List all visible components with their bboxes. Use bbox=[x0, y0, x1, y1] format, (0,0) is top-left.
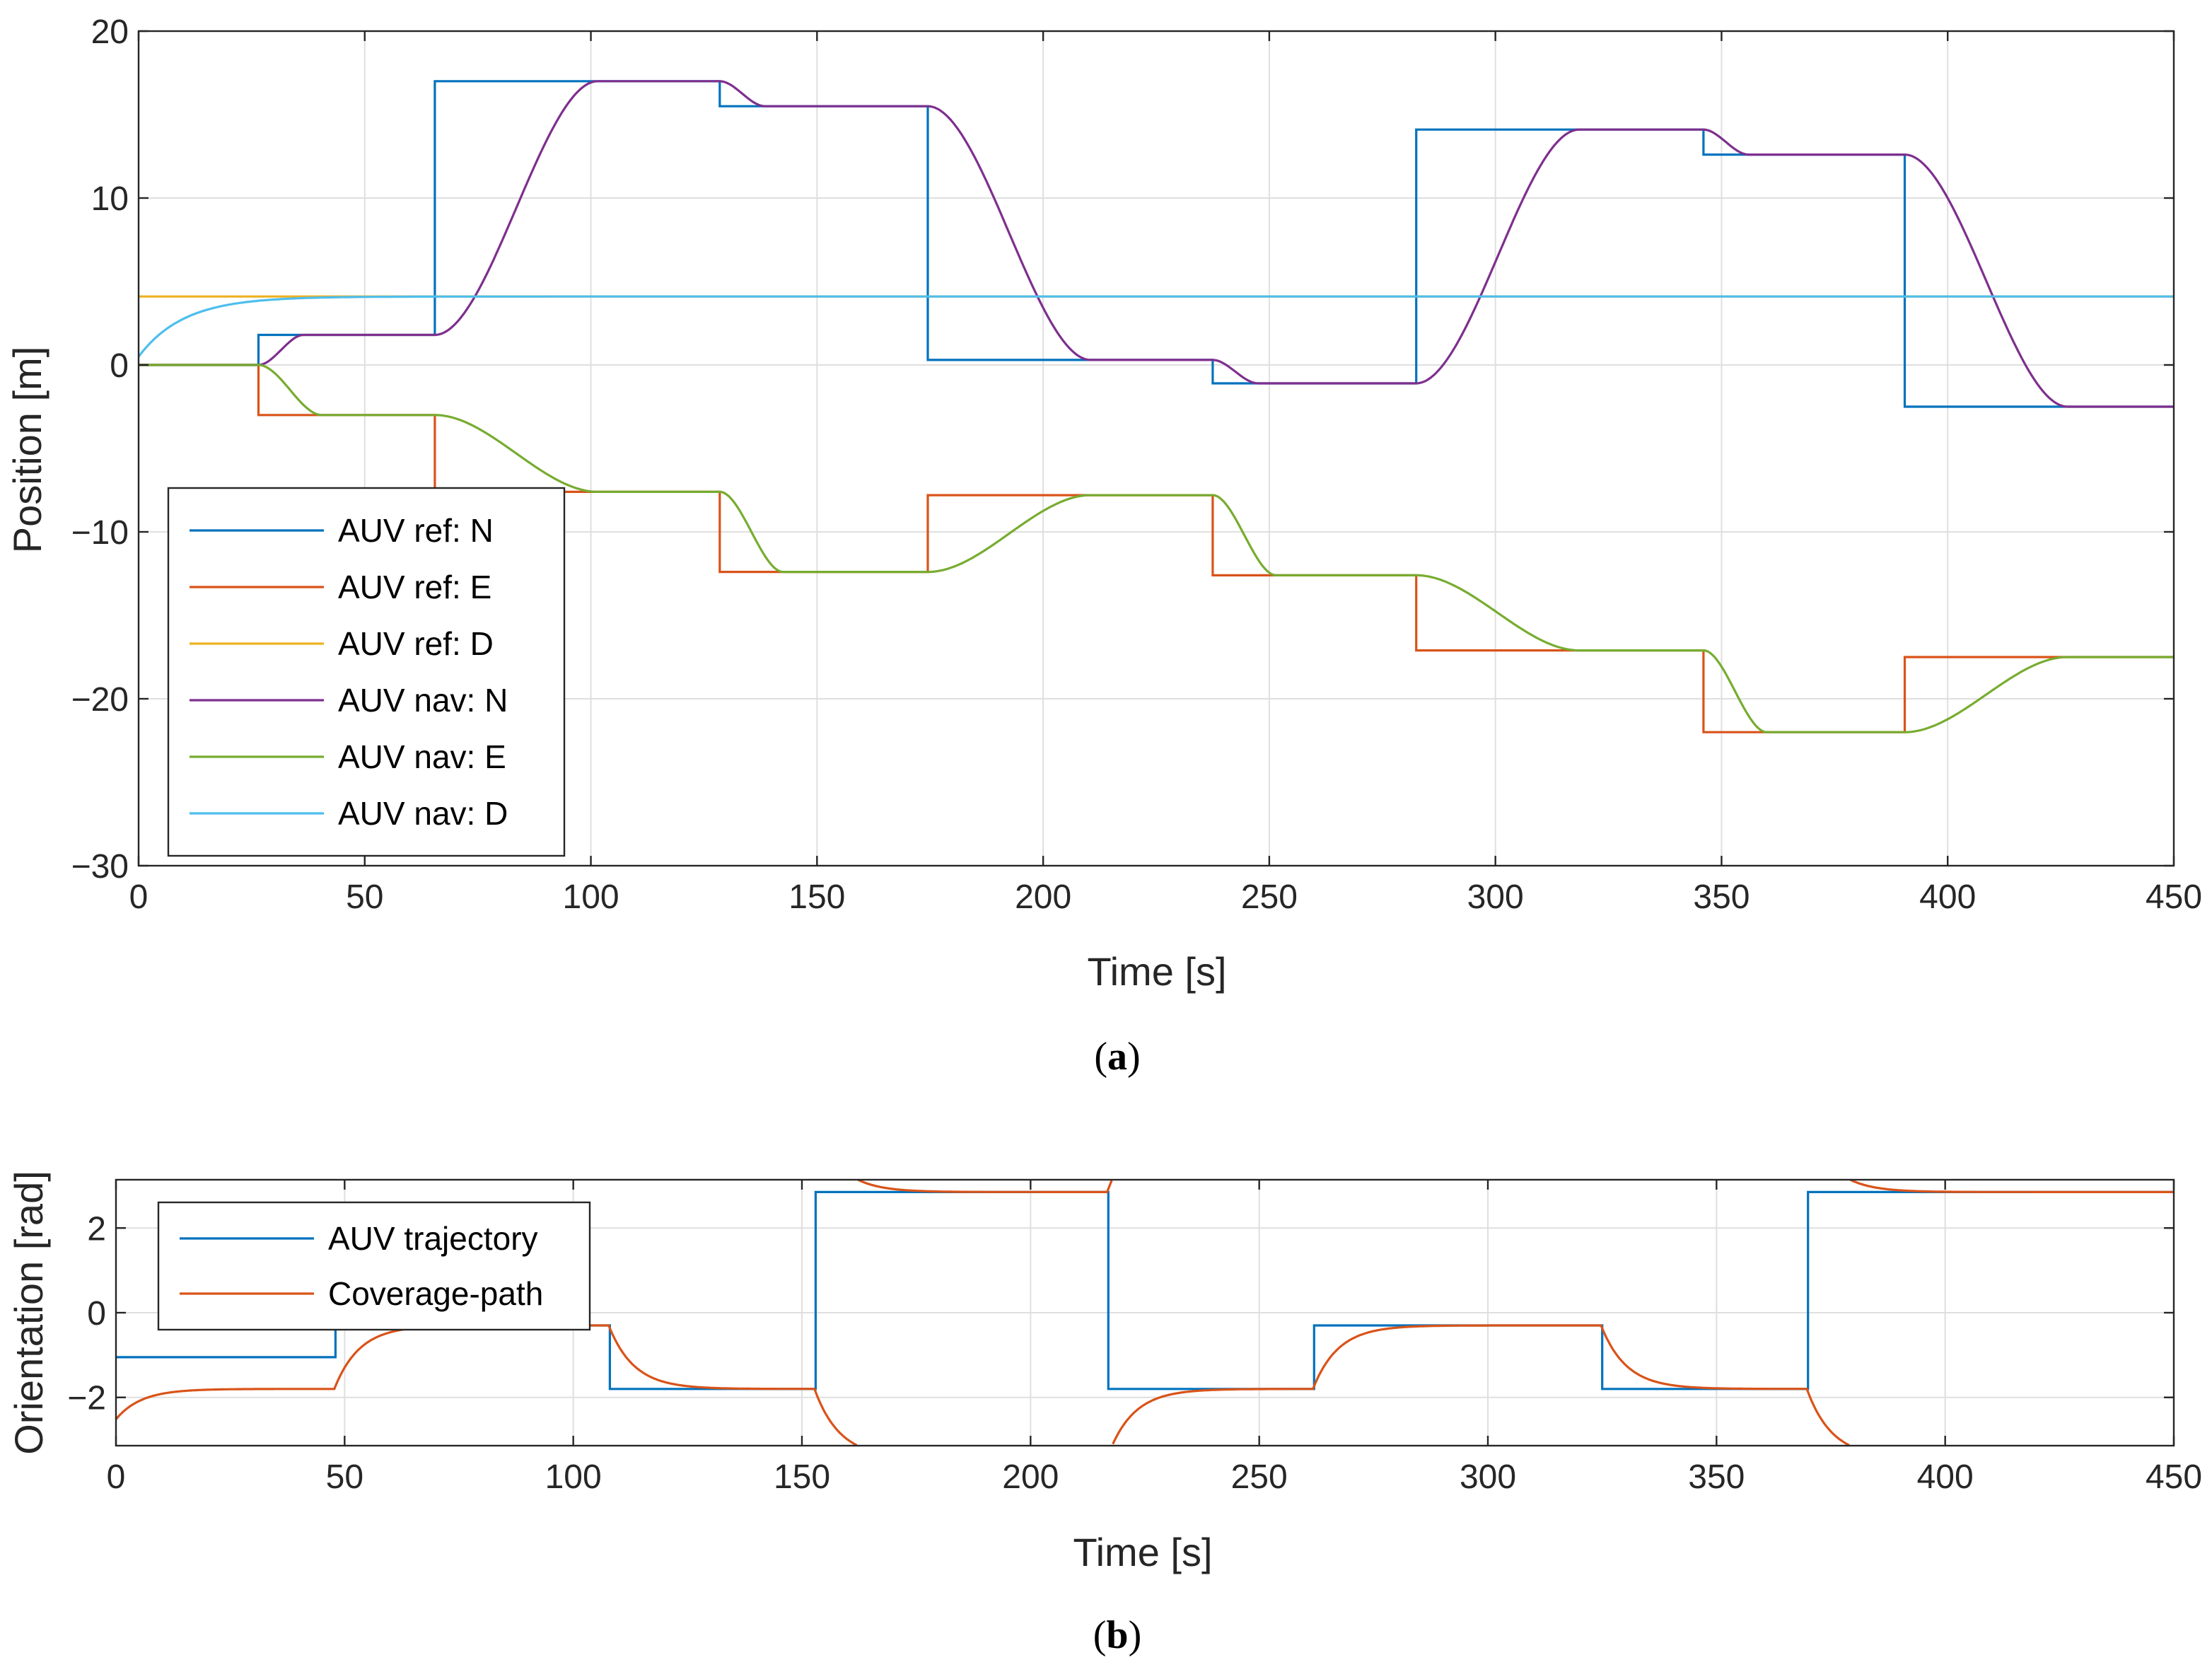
legend-box bbox=[157, 1201, 591, 1331]
orientation-chart-caption-letter: b bbox=[1106, 1613, 1128, 1657]
legend-entry: AUV nav: N bbox=[338, 682, 508, 719]
legend-entry: AUV trajectory bbox=[328, 1220, 538, 1257]
orientation-chart-ylabel: Orientation [rad] bbox=[6, 1171, 51, 1455]
legend-entry: AUV ref: D bbox=[338, 625, 494, 662]
x-tick-label: 300 bbox=[1467, 878, 1524, 916]
y-tick-label: −2 bbox=[67, 1380, 106, 1417]
position-chart-axes-box bbox=[137, 30, 2175, 867]
x-tick-label: 400 bbox=[1919, 878, 1976, 916]
position-chart-ylabel: Position [m] bbox=[5, 347, 50, 554]
y-tick-label: −20 bbox=[71, 681, 129, 719]
x-tick-label: 450 bbox=[2146, 1458, 2202, 1496]
legend-box bbox=[167, 487, 566, 857]
position-chart-legend: AUV ref: N AUV ref: E AUV ref: D AUV nav: N… bbox=[167, 487, 566, 857]
position-chart-ticks: 0 50 100 150 200 250 300 350 400 450 −30 −20 −10 0 10 2… bbox=[71, 13, 2202, 916]
y-tick-label: 0 bbox=[87, 1295, 106, 1333]
x-tick-label: 150 bbox=[788, 878, 845, 916]
legend-entry: Coverage-path bbox=[328, 1275, 543, 1312]
series-line-auv-nav-n bbox=[139, 80, 2174, 408]
x-tick-label: 450 bbox=[2146, 878, 2202, 916]
x-tick-label: 0 bbox=[107, 1458, 126, 1496]
orientation-chart-ticks: 0 50 100 150 200 250 300 350 400 450 −2 0 2 bbox=[67, 1180, 2202, 1496]
position-chart-caption: (a) bbox=[1094, 1035, 1140, 1079]
position-chart: 0 50 100 150 200 250 300 350 400 450 −30 −20 −10 0 10 2… bbox=[5, 13, 2202, 1079]
x-tick-label: 150 bbox=[774, 1458, 830, 1496]
x-tick-label: 0 bbox=[129, 878, 149, 916]
legend-entry: AUV ref: E bbox=[338, 569, 491, 605]
y-tick-label: 20 bbox=[91, 13, 129, 51]
x-tick-label: 200 bbox=[1015, 878, 1071, 916]
series-line-auv-nav-d bbox=[139, 295, 2174, 358]
position-chart-lines bbox=[139, 80, 2174, 733]
position-chart-xlabel: Time [s] bbox=[1087, 949, 1226, 994]
series-line-auv-nav-e bbox=[139, 364, 2174, 733]
x-tick-label: 300 bbox=[1460, 1458, 1516, 1496]
x-tick-label: 350 bbox=[1688, 1458, 1745, 1496]
orientation-chart: 0 50 100 150 200 250 300 350 400 450 −2 0 2 Time [s]… bbox=[6, 1171, 2202, 1657]
x-tick-label: 350 bbox=[1693, 878, 1750, 916]
x-tick-label: 200 bbox=[1002, 1458, 1059, 1496]
x-tick-label: 250 bbox=[1231, 1458, 1288, 1496]
legend-entry: AUV nav: D bbox=[338, 795, 508, 832]
orientation-chart-caption: (b) bbox=[1093, 1613, 1141, 1657]
x-tick-label: 400 bbox=[1917, 1458, 1974, 1496]
orientation-chart-xlabel: Time [s] bbox=[1073, 1530, 1212, 1574]
position-chart-caption-letter: a bbox=[1107, 1035, 1127, 1079]
y-tick-label: −30 bbox=[71, 848, 129, 886]
x-tick-label: 50 bbox=[326, 1458, 363, 1496]
x-tick-label: 100 bbox=[545, 1458, 602, 1496]
y-tick-label: 2 bbox=[87, 1210, 106, 1248]
y-tick-label: −10 bbox=[71, 514, 129, 552]
x-tick-label: 50 bbox=[346, 878, 383, 916]
y-tick-label: 0 bbox=[110, 347, 129, 385]
orientation-chart-legend: AUV trajectory Coverage-path bbox=[157, 1201, 591, 1331]
y-tick-label: 10 bbox=[91, 180, 129, 218]
x-tick-label: 250 bbox=[1241, 878, 1298, 916]
legend-entry: AUV nav: E bbox=[338, 738, 506, 775]
x-tick-label: 100 bbox=[563, 878, 619, 916]
position-chart-axes bbox=[137, 30, 2175, 867]
legend-entry: AUV ref: N bbox=[338, 512, 494, 549]
